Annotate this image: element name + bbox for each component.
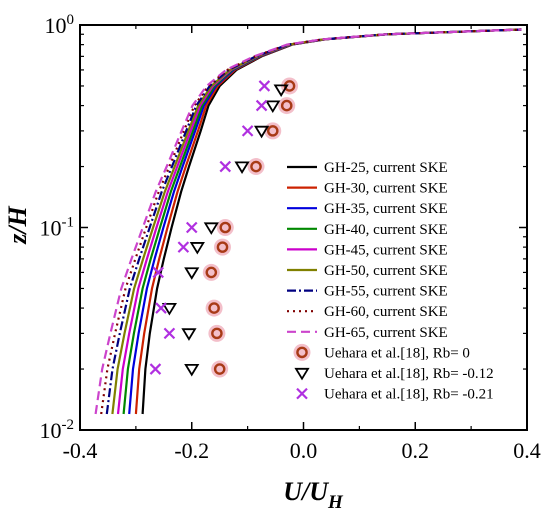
marker-circle-7 xyxy=(205,266,218,279)
legend-label: GH-45, current SKE xyxy=(324,242,448,258)
x-axis-title-sub: H xyxy=(327,492,344,513)
marker-x-10 xyxy=(149,363,162,375)
marker-circle-4-halo xyxy=(247,158,265,176)
marker-triangle-down-5 xyxy=(203,222,219,235)
legend-marker xyxy=(296,346,308,359)
x-tick-label: 0.0 xyxy=(290,438,318,463)
series-line-9 xyxy=(94,28,522,415)
legend-label: Uehara et al.[18], Rb= -0.21 xyxy=(324,387,494,403)
marker-x-1 xyxy=(258,80,271,92)
marker-circle-8 xyxy=(208,302,220,314)
marker-circle-1-halo xyxy=(281,77,299,95)
marker-triangle-down-9 xyxy=(181,328,197,341)
marker-circle-5 xyxy=(219,221,232,234)
legend-label: GH-55, current SKE xyxy=(324,284,448,300)
x-axis-title-main: U/U xyxy=(283,477,329,506)
marker-x-2 xyxy=(255,99,268,112)
marker-circle-2 xyxy=(280,99,293,112)
marker-triangle-down-4 xyxy=(234,161,250,174)
marker-circle-5-halo xyxy=(216,219,234,236)
legend-label: GH-65, current SKE xyxy=(324,325,448,341)
marker-triangle-down-7 xyxy=(184,267,200,280)
marker-triangle-down-8 xyxy=(161,302,177,316)
x-tick-label: -0.2 xyxy=(174,438,209,463)
x-tick-label: -0.4 xyxy=(63,438,98,463)
marker-x-7 xyxy=(152,266,165,279)
marker-circle-9 xyxy=(211,327,223,340)
marker-circle-6-halo xyxy=(213,238,231,256)
marker-circle-3-halo xyxy=(264,122,282,140)
marker-x-9 xyxy=(163,327,176,340)
legend-label: GH-50, current SKE xyxy=(324,263,448,279)
marker-triangle-down-10 xyxy=(184,363,200,377)
y-tick-label: 10-2 xyxy=(40,417,75,443)
marker-triangle-down-2 xyxy=(265,100,281,114)
marker-triangle-down-6 xyxy=(189,242,205,255)
axis-ticks xyxy=(79,24,528,431)
x-axis-title: U/UH xyxy=(283,477,344,513)
marker-circle-10 xyxy=(213,363,226,375)
marker-circle-9-halo xyxy=(208,324,226,342)
marker-circle-10-halo xyxy=(211,360,229,378)
series-lines xyxy=(94,28,522,415)
legend-marker-halo xyxy=(293,343,311,361)
y-axis-title: z/H xyxy=(3,205,32,244)
legend-label: Uehara et al.[18], Rb= 0 xyxy=(324,345,470,361)
marker-x-8 xyxy=(155,302,167,314)
marker-circle-6 xyxy=(216,241,229,253)
y-tick-label: 100 xyxy=(45,12,75,38)
marker-x-5 xyxy=(185,221,198,234)
legend-label: GH-30, current SKE xyxy=(324,181,448,197)
marker-circle-3 xyxy=(266,125,279,137)
marker-triangle-down-1 xyxy=(273,84,289,97)
marker-x-4 xyxy=(219,160,232,173)
y-tick-label: 10-1 xyxy=(40,215,75,241)
legend-label: GH-25, current SKE xyxy=(324,160,448,176)
legend: GH-25, current SKE GH-30, current SKE GH-3… xyxy=(287,160,494,403)
marker-x-6 xyxy=(177,241,190,253)
legend-label: Uehara et al.[18], Rb= -0.12 xyxy=(324,366,494,382)
legend-marker xyxy=(296,387,308,400)
legend-marker xyxy=(294,367,310,381)
marker-circle-8-halo xyxy=(205,299,223,317)
x-tick-label: 0.2 xyxy=(402,438,430,463)
legend-label: GH-60, current SKE xyxy=(324,304,448,320)
legend-label: GH-35, current SKE xyxy=(324,201,448,217)
tick-labels: -0.4 -0.2 0.0 0.2 0.4 10-2 10-1 100 xyxy=(40,12,541,463)
marker-x-3 xyxy=(241,125,254,137)
scatter-markers xyxy=(149,77,299,378)
x-tick-label: 0.4 xyxy=(513,438,541,463)
legend-label: GH-40, current SKE xyxy=(324,222,448,238)
marker-circle-2-halo xyxy=(278,97,296,115)
marker-circle-7-halo xyxy=(202,263,220,281)
marker-circle-4 xyxy=(250,160,262,173)
marker-triangle-down-3 xyxy=(253,125,270,139)
